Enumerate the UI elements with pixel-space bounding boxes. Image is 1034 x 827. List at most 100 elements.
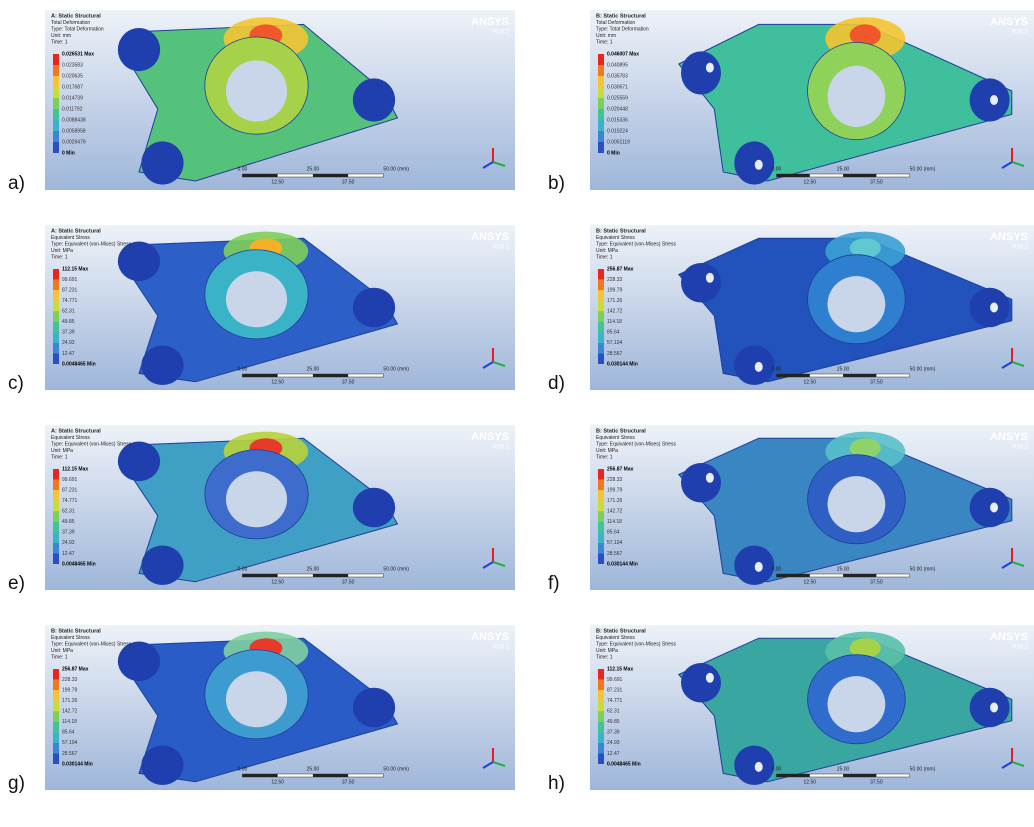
result-header: Equivalent Stress [596,635,635,641]
legend-swatch [53,480,59,491]
legend-value: 0.046007 Max [607,51,639,57]
legend-value: 0.026531 Max [62,51,94,57]
scale-bar-black [843,574,876,577]
scale-label: 12.50 [804,379,817,385]
ansys-version: R16.2 [493,245,510,251]
result-header: Time: 1 [596,654,613,660]
result-header: Unit: MPa [596,248,618,254]
part-corner [141,141,183,184]
legend-value: 199.79 [607,287,623,293]
bolt-hole [706,273,714,283]
legend-value: 0.035783 [607,73,628,79]
page: A: Static Structural Total Deformation Typ… [0,0,1034,822]
scale-label: 37.50 [342,379,355,385]
result-header: B: Static Structural [596,428,646,434]
part-corner [970,288,1010,328]
legend-swatch [598,490,604,501]
legend-swatch [598,553,604,564]
legend-value: 171.26 [607,498,623,504]
scale-bar-black [843,174,876,177]
legend-swatch [53,65,59,76]
scale-label: 0.00 [772,766,782,772]
scale-bar-black [313,774,348,777]
legend-value: 0 Min [62,150,75,156]
part-corner [970,488,1010,528]
legend-value: 74.771 [62,298,78,304]
legend-swatch [53,322,59,333]
ansys-version: R16.2 [1012,645,1029,651]
part-corner [118,28,160,71]
result-header: Unit: MPa [51,248,73,254]
legend-swatch [53,690,59,701]
scale-label: 0.00 [772,166,782,172]
part-corner [118,642,160,682]
legend-value: 0.0088438 [62,117,86,123]
legend-value: 0.0048465 Min [62,361,96,367]
result-header: Type: Equivalent (von-Mises) Stress [51,641,132,647]
legend-swatch [598,522,604,533]
legend-swatch [53,669,59,680]
legend-value: 0.0058958 [62,128,86,134]
legend-value: 0.0051119 [607,139,630,145]
scale-bar-black [242,174,277,177]
legend-value: 74.771 [607,698,623,704]
legend-swatch [598,343,604,354]
legend-swatch [598,543,604,554]
legend-value: 24.93 [62,540,75,546]
result-header: Equivalent Stress [51,235,90,241]
scale-label: 25.00 [837,566,850,572]
legend-value: 99.691 [62,277,78,283]
legend-value: 114.18 [607,319,622,325]
legend-value: 0.023583 [62,62,83,68]
legend-swatch [53,120,59,131]
result-header: Equivalent Stress [51,635,90,641]
legend-value: 87.231 [607,687,623,693]
panel-label: h) [548,773,565,794]
legend-value: 0.030671 [607,84,628,90]
part-corner [353,288,395,328]
legend-value: 0.020448 [607,106,628,112]
result-header: Total Deformation [596,20,635,26]
bolt-hole [990,303,998,313]
part-hole [828,476,886,532]
legend-swatch [598,353,604,364]
scale-label: 0.00 [238,166,248,172]
result-header: Type: Equivalent (von-Mises) Stress [596,641,677,647]
result-header: Time: 1 [596,254,613,260]
legend-value: 12.47 [62,351,75,357]
legend-value: 112.15 Max [62,266,88,272]
legend-value: 57.104 [62,740,78,746]
legend-swatch [598,469,604,480]
legend-value: 0.017687 [62,84,83,90]
result-header: B: Static Structural [596,628,646,634]
scale-label: 25.00 [837,766,850,772]
scale-bar-black [242,374,277,377]
bolt-hole [706,673,714,683]
legend-value: 199.79 [62,687,78,693]
scale-bar-black [242,774,277,777]
scale-bar-black [776,774,809,777]
result-header: A: Static Structural [51,228,101,234]
ansys-logo: ANSYS [471,431,509,443]
result-header: Time: 1 [596,39,613,45]
ansys-logo: ANSYS [471,16,509,28]
legend-swatch [53,280,59,291]
part-corner [141,545,183,585]
legend-swatch [598,87,604,98]
ansys-logo: ANSYS [471,631,509,643]
legend-value: 37.39 [607,730,620,736]
legend-value: 256.87 Max [607,266,634,272]
legend-swatch [53,109,59,120]
legend-swatch [53,532,59,543]
ansys-version: R16.2 [493,445,510,451]
legend-swatch [53,732,59,743]
legend-swatch [598,501,604,512]
result-header: Type: Equivalent (von-Mises) Stress [596,441,677,447]
result-header: Type: Total Deformation [51,26,104,32]
legend-swatch [53,553,59,564]
legend-swatch [598,753,604,764]
scale-label: 50.00 (mm) [910,766,936,772]
legend-swatch [53,490,59,501]
scale-label: 0.00 [238,366,248,372]
legend-value: 142.72 [607,509,623,515]
